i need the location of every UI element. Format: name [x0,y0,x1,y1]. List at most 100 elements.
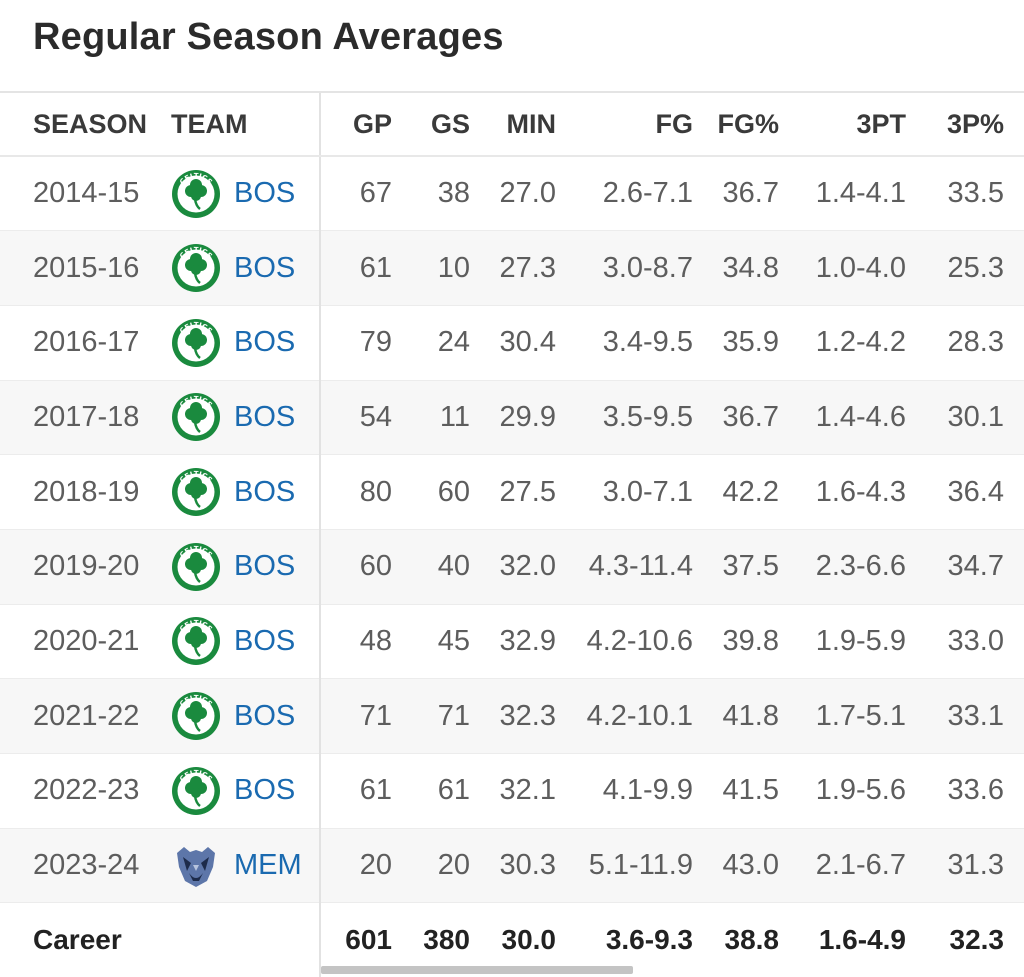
fg-cell: 4.2-10.1 [576,678,713,754]
gp-cell: 80 [320,454,412,530]
grizzlies-logo-icon [171,841,221,891]
team-cell[interactable]: MEM [168,828,321,904]
team-link[interactable]: CELTICS BOS [171,243,319,293]
team-cell[interactable]: CELTICS BOS [168,230,321,306]
team-abbreviation[interactable]: BOS [234,400,296,433]
gs-cell: 40 [412,529,490,605]
gp-cell: 61 [320,230,412,306]
gp-cell: 61 [320,753,412,829]
team-abbreviation[interactable]: BOS [234,326,296,359]
celtics-logo-icon: CELTICS [171,766,221,816]
team-cell[interactable]: CELTICS BOS [168,156,321,232]
team-link[interactable]: MEM [171,841,319,891]
column-header-team[interactable]: TEAM [168,93,321,157]
gs-cell: 38 [412,156,490,232]
fg-pct-cell: 41.5 [713,753,799,829]
team-abbreviation[interactable]: BOS [234,475,296,508]
page-title: Regular Season Averages [33,16,504,58]
gp-cell: 60 [320,529,412,605]
gs-cell: 24 [412,305,490,381]
team-cell[interactable]: CELTICS BOS [168,604,321,680]
team-link[interactable]: CELTICS BOS [171,169,319,219]
table-row: 2016-17 CELTICS BOS 79 24 30.4 3.4-9.5 35.9 1.2-… [0,305,1024,381]
team-abbreviation[interactable]: BOS [234,624,296,657]
career-label: Career [33,924,122,956]
team-link[interactable]: CELTICS BOS [171,318,319,368]
fg-pct-cell: 39.8 [713,604,799,680]
column-header-fg-pct[interactable]: FG% [713,93,799,157]
team-cell[interactable]: CELTICS BOS [168,305,321,381]
column-header-gs[interactable]: GS [412,93,490,157]
3p-pct-cell: 33.6 [926,753,1024,829]
fg-cell: 4.1-9.9 [576,753,713,829]
fg-pct-cell: 43.0 [713,828,799,904]
season-cell: 2020-21 [0,604,168,680]
table-row: 2023-24 MEM 20 20 30.3 5.1-11.9 43.0 2.1-6.7 31.… [0,828,1024,904]
fg-cell: 5.1-11.9 [576,828,713,904]
celtics-logo-icon: CELTICS [171,691,221,741]
column-header-3p-pct[interactable]: 3P% [926,93,1024,157]
fg-pct-cell: 36.7 [713,380,799,456]
3pt-cell: 1.9-5.9 [799,604,926,680]
column-header-season[interactable]: SEASON [0,93,168,157]
stats-table-container[interactable]: SEASON TEAM GP GS MIN FG FG% 3PT 3P% 201… [0,91,1024,977]
team-cell[interactable]: CELTICS BOS [168,678,321,754]
min-cell: 29.9 [490,380,576,456]
3pt-cell: 2.3-6.6 [799,529,926,605]
3p-pct-cell: 25.3 [926,230,1024,306]
team-link[interactable]: CELTICS BOS [171,392,319,442]
team-abbreviation[interactable]: BOS [234,550,296,583]
fg-cell: 3.4-9.5 [576,305,713,381]
table-row: 2021-22 CELTICS BOS 71 71 32.3 4.2-10.1 41.8 1.7… [0,678,1024,754]
3pt-cell: 1.4-4.6 [799,380,926,456]
team-abbreviation[interactable]: MEM [234,849,302,882]
column-header-min[interactable]: MIN [490,93,576,157]
career-3pt: 1.6-4.9 [818,924,906,956]
career-3p-pct: 32.3 [949,924,1005,956]
column-header-gp[interactable]: GP [320,93,412,157]
table-row: 2018-19 CELTICS BOS 80 60 27.5 3.0-7.1 42.2 1.6-… [0,454,1024,530]
team-abbreviation[interactable]: BOS [234,699,296,732]
team-link[interactable]: CELTICS BOS [171,616,319,666]
3pt-cell: 1.9-5.6 [799,753,926,829]
season-cell: 2016-17 [0,305,168,381]
gp-cell: 48 [320,604,412,680]
horizontal-scrollbar[interactable] [321,966,633,974]
team-cell[interactable]: CELTICS BOS [168,753,321,829]
fg-pct-cell: 37.5 [713,529,799,605]
table-row: 2015-16 CELTICS BOS 61 10 27.3 3.0-8.7 34.8 1.0-… [0,230,1024,306]
team-link[interactable]: CELTICS BOS [171,766,319,816]
min-cell: 30.4 [490,305,576,381]
min-cell: 32.0 [490,529,576,605]
3p-pct-cell: 34.7 [926,529,1024,605]
team-link[interactable]: CELTICS BOS [171,467,319,517]
celtics-logo-icon: CELTICS [171,542,221,592]
team-cell[interactable]: CELTICS BOS [168,454,321,530]
celtics-logo-icon: CELTICS [171,616,221,666]
career-fg: 3.6-9.3 [605,924,693,956]
team-link[interactable]: CELTICS BOS [171,691,319,741]
3p-pct-cell: 31.3 [926,828,1024,904]
celtics-logo-icon: CELTICS [171,169,221,219]
season-cell: 2017-18 [0,380,168,456]
team-abbreviation[interactable]: BOS [234,774,296,807]
table-row: 2022-23 CELTICS BOS 61 61 32.1 4.1-9.9 41.5 1.9-… [0,753,1024,829]
team-link[interactable]: CELTICS BOS [171,542,319,592]
column-header-3pt[interactable]: 3PT [799,93,926,157]
gs-cell: 20 [412,828,490,904]
min-cell: 32.1 [490,753,576,829]
team-abbreviation[interactable]: BOS [234,177,296,210]
3pt-cell: 2.1-6.7 [799,828,926,904]
celtics-logo-icon: CELTICS [171,392,221,442]
team-cell[interactable]: CELTICS BOS [168,380,321,456]
gs-cell: 11 [412,380,490,456]
season-cell: 2014-15 [0,156,168,232]
fg-cell: 3.0-8.7 [576,230,713,306]
team-abbreviation[interactable]: BOS [234,251,296,284]
career-gs: 380 [423,924,470,956]
column-header-fg[interactable]: FG [576,93,713,157]
3pt-cell: 1.7-5.1 [799,678,926,754]
3pt-cell: 1.0-4.0 [799,230,926,306]
min-cell: 27.5 [490,454,576,530]
team-cell[interactable]: CELTICS BOS [168,529,321,605]
